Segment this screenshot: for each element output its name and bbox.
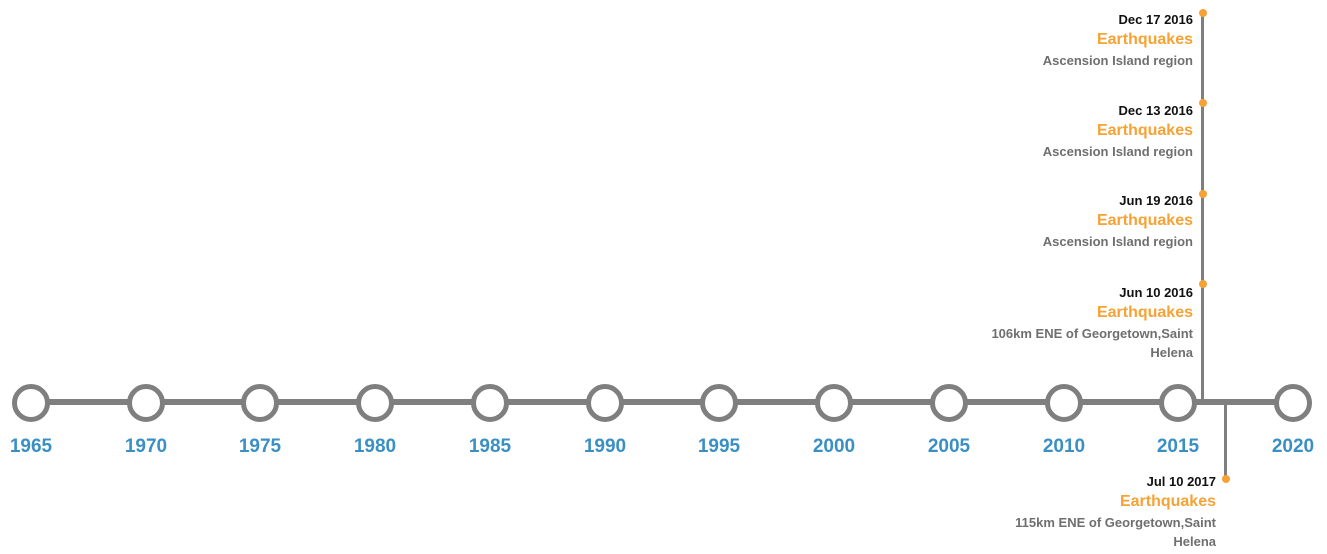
event-stem-2017	[1224, 401, 1227, 480]
year-node-2010	[1045, 384, 1083, 422]
year-node-2005	[930, 384, 968, 422]
event-marker-dot	[1222, 475, 1230, 483]
year-label: 2000	[812, 436, 856, 457]
year-label: 1970	[124, 436, 168, 457]
event-description: Ascension Island region	[1042, 53, 1193, 68]
year-node-1980	[356, 384, 394, 422]
year-label: 2015	[1156, 436, 1200, 457]
year-label: 1985	[468, 436, 512, 457]
year-label: 2005	[927, 436, 971, 457]
event-title: Earthquakes	[1096, 212, 1193, 229]
event-card: Jul 10 2017 Earthquakes 115km ENE of Geo…	[926, 473, 1216, 551]
event-marker-dot	[1199, 99, 1207, 107]
year-label: 1975	[238, 436, 282, 457]
event-date: Dec 13 2016	[1118, 103, 1193, 118]
year-node-1995	[700, 384, 738, 422]
year-node-1985	[471, 384, 509, 422]
event-card: Dec 13 2016 Earthquakes Ascension Island…	[903, 102, 1193, 161]
event-card: Jun 19 2016 Earthquakes Ascension Island…	[903, 192, 1193, 251]
year-label: 2010	[1042, 436, 1086, 457]
year-node-1990	[586, 384, 624, 422]
event-title: Earthquakes	[1096, 31, 1193, 48]
year-node-1970	[127, 384, 165, 422]
year-node-2000	[815, 384, 853, 422]
event-date: Jul 10 2017	[1146, 474, 1216, 489]
year-node-1965	[12, 384, 50, 422]
event-date: Jun 10 2016	[1119, 285, 1193, 300]
year-label: 2020	[1271, 436, 1315, 457]
event-description: 106km ENE of Georgetown,Saint Helena	[991, 326, 1193, 360]
event-date: Dec 17 2016	[1118, 12, 1193, 27]
year-label: 1995	[697, 436, 741, 457]
event-marker-dot	[1199, 9, 1207, 17]
year-node-2015	[1159, 384, 1197, 422]
event-marker-dot	[1199, 190, 1207, 198]
year-node-2020	[1274, 384, 1312, 422]
event-description: Ascension Island region	[1042, 144, 1193, 159]
event-description: Ascension Island region	[1042, 234, 1193, 249]
year-node-1975	[241, 384, 279, 422]
timeline-axis-line	[30, 399, 1293, 405]
event-card: Jun 10 2016 Earthquakes 106km ENE of Geo…	[903, 284, 1193, 362]
year-label: 1990	[583, 436, 627, 457]
event-description: 115km ENE of Georgetown,Saint Helena	[1015, 515, 1216, 549]
event-title: Earthquakes	[1096, 122, 1193, 139]
event-title: Earthquakes	[1119, 493, 1216, 510]
event-title: Earthquakes	[1096, 304, 1193, 321]
year-label: 1980	[353, 436, 397, 457]
event-date: Jun 19 2016	[1119, 193, 1193, 208]
event-stem-2016	[1201, 13, 1204, 401]
event-card: Dec 17 2016 Earthquakes Ascension Island…	[903, 11, 1193, 70]
year-label: 1965	[9, 436, 53, 457]
event-marker-dot	[1199, 280, 1207, 288]
